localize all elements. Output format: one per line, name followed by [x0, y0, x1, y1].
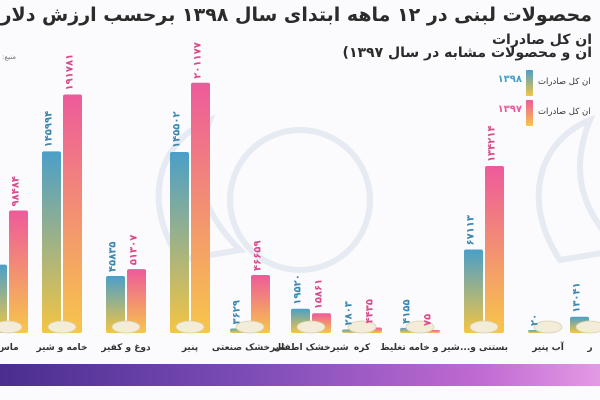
category-label-2: دوغ و کفیر [100, 343, 151, 353]
legend-swatch-1397 [526, 100, 533, 126]
data-label-1397-6: ۴۴۳۵ [365, 299, 376, 323]
data-label-1398-3: ۱۴۵۵۰۲ [172, 111, 183, 148]
bottom-band [0, 364, 600, 386]
data-label-1398-6: ۲۸۰۳ [344, 301, 355, 325]
product-icon-7 [405, 320, 435, 334]
data-label-1398-7: ۴۱۵۵ [402, 299, 413, 323]
legend-item-1397: ۱۳۹۷ ان کل صادرات [488, 100, 598, 128]
product-icon-2 [111, 320, 141, 334]
data-label-1398-4: ۳۶۲۹ [232, 300, 243, 324]
data-label-1398-9: ۲۰ [530, 314, 541, 326]
category-label-6: کره [354, 343, 371, 353]
category-label-4: شیرخشک صنعتی [212, 343, 288, 353]
legend-year-1398: ۱۳۹۸ [497, 74, 522, 85]
data-label-1397-2: ۵۱۳۰۷ [129, 235, 140, 266]
chart-subtitle-line-2: ان و محصولات مشابه در سال ۱۳۹۷) [342, 45, 592, 61]
bar-1397-1 [63, 94, 82, 333]
data-label-1397-1: ۱۹۱۷۸۱ [65, 54, 76, 91]
data-label-1398-5: ۱۹۵۲۰ [293, 274, 304, 305]
source-label: منبع: [2, 53, 17, 61]
product-icon-4 [235, 320, 265, 334]
product-icon-3 [175, 320, 205, 334]
legend-swatch-1398 [526, 70, 533, 96]
bar-1397-3 [191, 82, 210, 334]
category-label-10: ر [586, 343, 592, 353]
product-icon-8 [469, 320, 499, 334]
chart-subtitle-line-1: ان کل صادرات [491, 32, 592, 48]
data-label-1397-3: ۲۰۱۱۷۷ [193, 42, 204, 79]
product-icon-9 [533, 320, 563, 334]
category-label-0: ماس [0, 343, 19, 353]
bar-1398-1 [42, 151, 61, 333]
bar-1397-4 [251, 274, 270, 333]
bar-1398-3 [170, 152, 189, 333]
category-label-9: آب پنیر [531, 341, 565, 353]
data-label-1398-2: ۴۵۸۳۵ [108, 241, 119, 272]
data-label-1397-8: ۱۳۴۲۱۴ [487, 125, 498, 162]
product-icon-0 [0, 320, 23, 334]
legend-label-1398: ان کل صادرات [538, 77, 591, 87]
background-emblem-center [227, 127, 373, 273]
category-label-5: شیرخشک اطفال [273, 343, 348, 353]
bar-1397-0 [9, 210, 28, 333]
data-label-1398-8: ۶۷۱۱۳ [466, 215, 477, 246]
data-label-1398-1: ۱۴۵۹۹۴ [44, 111, 55, 148]
category-label-3: پنیر [181, 343, 198, 353]
bar-1398-8 [464, 249, 483, 333]
category-label-1: خامه و شیر [36, 343, 88, 353]
category-label-7: شیر و خامه تغلیظ [380, 343, 460, 353]
data-label-1397-0: ۹۸۴۸۴ [11, 176, 22, 207]
product-icon-1 [47, 320, 77, 334]
bar-1397-2 [127, 269, 146, 333]
chart-title: محصولات لبنی در ۱۲ ماهه ابتدای سال ۱۳۹۸ … [0, 4, 592, 26]
bar-1398-0 [0, 264, 7, 333]
data-label-1397-4: ۴۶۶۵۹ [253, 240, 264, 271]
legend-label-1397: ان کل صادرات [538, 107, 591, 117]
product-icon-10 [575, 320, 600, 334]
legend-item-1398: ۱۳۹۸ ان کل صادرات [488, 70, 598, 98]
product-icon-6 [347, 320, 377, 334]
bar-1397-8 [485, 166, 504, 333]
data-label-1397-5: ۱۵۸۶۱ [314, 279, 325, 310]
bar-1398-2 [106, 275, 125, 333]
data-label-1398-10: ۱۳۰۴۱ [572, 282, 583, 313]
legend-year-1397: ۱۳۹۷ [497, 104, 522, 115]
category-label-8: بستنی و... [460, 343, 508, 353]
product-icon-5 [296, 320, 326, 334]
background-emblem-right [535, 114, 600, 264]
data-label-1397-7: ۷۵ [423, 314, 434, 326]
